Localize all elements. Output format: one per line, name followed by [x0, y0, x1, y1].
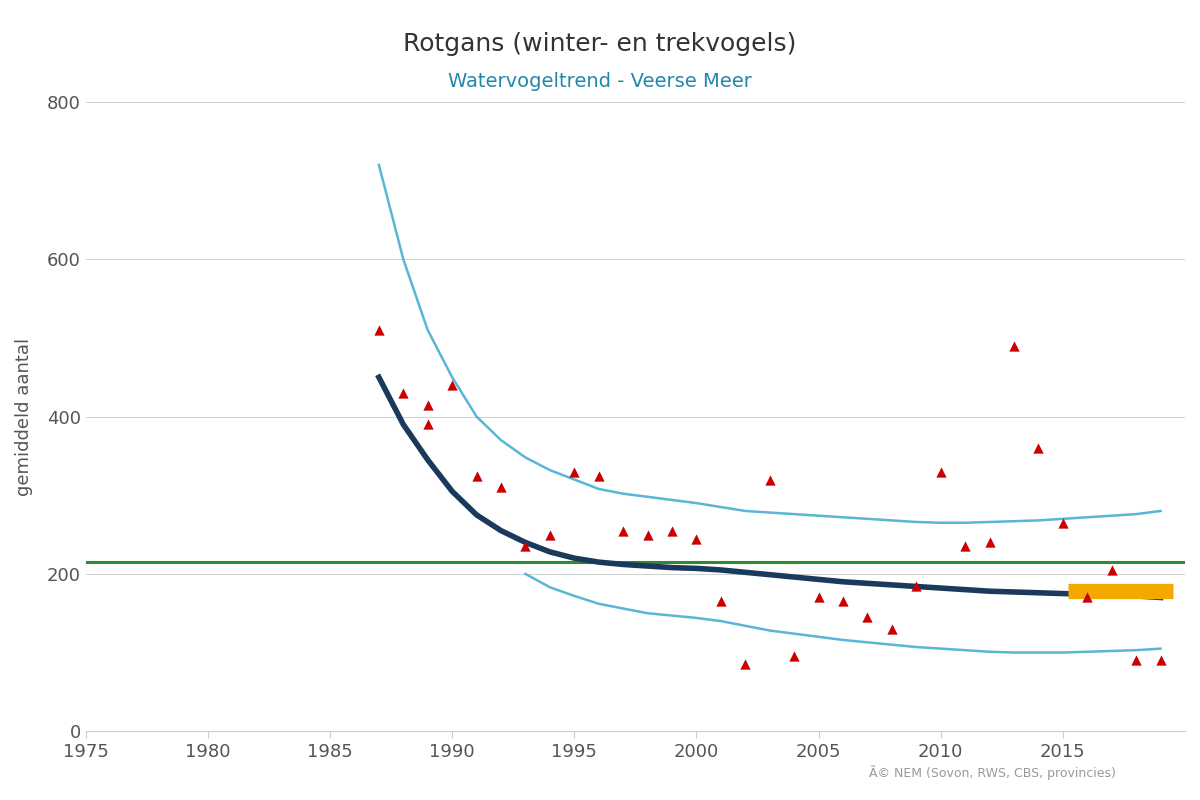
Text: Watervogeltrend - Veerse Meer: Watervogeltrend - Veerse Meer	[448, 72, 752, 91]
Point	[370, 324, 389, 337]
Point	[712, 595, 731, 608]
Y-axis label: gemiddeld aantal: gemiddeld aantal	[14, 338, 34, 496]
Point	[955, 540, 974, 553]
Point	[418, 418, 437, 431]
Text: Rotgans (winter- en trekvogels): Rotgans (winter- en trekvogels)	[403, 32, 797, 56]
Point	[540, 528, 559, 541]
Point	[1054, 516, 1073, 529]
Point	[785, 650, 804, 663]
Point	[858, 610, 877, 623]
Point	[565, 466, 584, 478]
Point	[809, 591, 828, 604]
Point	[686, 532, 706, 545]
Point	[907, 579, 926, 592]
Point	[443, 378, 462, 391]
Point	[1127, 654, 1146, 667]
Point	[1151, 654, 1170, 667]
Text: Ã© NEM (Sovon, RWS, CBS, provincies): Ã© NEM (Sovon, RWS, CBS, provincies)	[869, 765, 1116, 780]
Point	[516, 540, 535, 553]
Point	[882, 622, 901, 635]
Point	[1078, 591, 1097, 604]
Point	[492, 481, 511, 494]
Point	[638, 528, 658, 541]
Point	[980, 536, 1000, 549]
Point	[1004, 339, 1024, 352]
Point	[834, 595, 853, 608]
Point	[760, 473, 779, 486]
Point	[613, 524, 632, 537]
Point	[1102, 563, 1121, 576]
Point	[467, 469, 486, 482]
Point	[736, 658, 755, 670]
Point	[394, 386, 413, 399]
Point	[589, 469, 608, 482]
Point	[1028, 442, 1048, 454]
Point	[418, 398, 437, 411]
Point	[662, 524, 682, 537]
Point	[931, 466, 950, 478]
